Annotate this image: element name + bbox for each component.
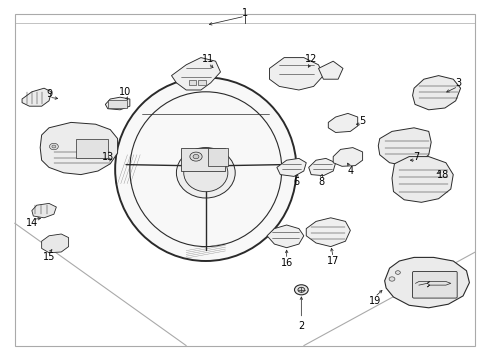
Bar	[189, 80, 196, 85]
Text: 17: 17	[327, 256, 340, 266]
Bar	[198, 80, 206, 85]
Ellipse shape	[389, 277, 395, 281]
Polygon shape	[270, 58, 323, 90]
Text: 4: 4	[347, 166, 353, 176]
Text: 1: 1	[242, 8, 248, 18]
Text: 18: 18	[437, 170, 450, 180]
Polygon shape	[267, 225, 304, 248]
Ellipse shape	[184, 154, 228, 192]
Polygon shape	[172, 58, 220, 90]
Text: 14: 14	[26, 218, 38, 228]
FancyBboxPatch shape	[108, 100, 127, 108]
Ellipse shape	[176, 148, 235, 198]
Text: 10: 10	[119, 87, 131, 97]
FancyBboxPatch shape	[76, 139, 108, 158]
FancyBboxPatch shape	[181, 148, 225, 171]
Ellipse shape	[294, 285, 308, 295]
Text: 19: 19	[368, 296, 381, 306]
FancyBboxPatch shape	[208, 148, 228, 166]
Polygon shape	[378, 128, 431, 166]
Ellipse shape	[49, 143, 58, 150]
Polygon shape	[40, 122, 118, 175]
Text: 9: 9	[46, 89, 52, 99]
Text: 3: 3	[455, 78, 461, 88]
Ellipse shape	[52, 145, 56, 148]
Text: 16: 16	[280, 258, 293, 268]
Polygon shape	[392, 157, 453, 202]
Ellipse shape	[395, 271, 400, 274]
Text: 13: 13	[102, 152, 114, 162]
Text: 8: 8	[318, 177, 324, 187]
FancyBboxPatch shape	[413, 271, 457, 298]
Polygon shape	[22, 88, 51, 106]
Polygon shape	[105, 97, 130, 110]
Text: 5: 5	[360, 116, 366, 126]
Text: 11: 11	[202, 54, 215, 64]
Polygon shape	[306, 218, 350, 247]
Polygon shape	[277, 158, 306, 176]
Polygon shape	[318, 61, 343, 79]
Polygon shape	[333, 148, 363, 166]
Text: 7: 7	[414, 152, 419, 162]
Polygon shape	[385, 257, 469, 308]
Ellipse shape	[298, 287, 305, 292]
Polygon shape	[42, 234, 69, 253]
Polygon shape	[413, 76, 461, 110]
Ellipse shape	[115, 77, 296, 261]
Polygon shape	[309, 158, 336, 176]
Text: 15: 15	[43, 252, 55, 262]
Polygon shape	[328, 113, 358, 132]
Text: 6: 6	[294, 177, 299, 187]
Text: 2: 2	[298, 321, 304, 331]
Ellipse shape	[190, 152, 202, 161]
Ellipse shape	[193, 154, 199, 159]
Text: 12: 12	[305, 54, 318, 64]
Polygon shape	[32, 203, 56, 218]
